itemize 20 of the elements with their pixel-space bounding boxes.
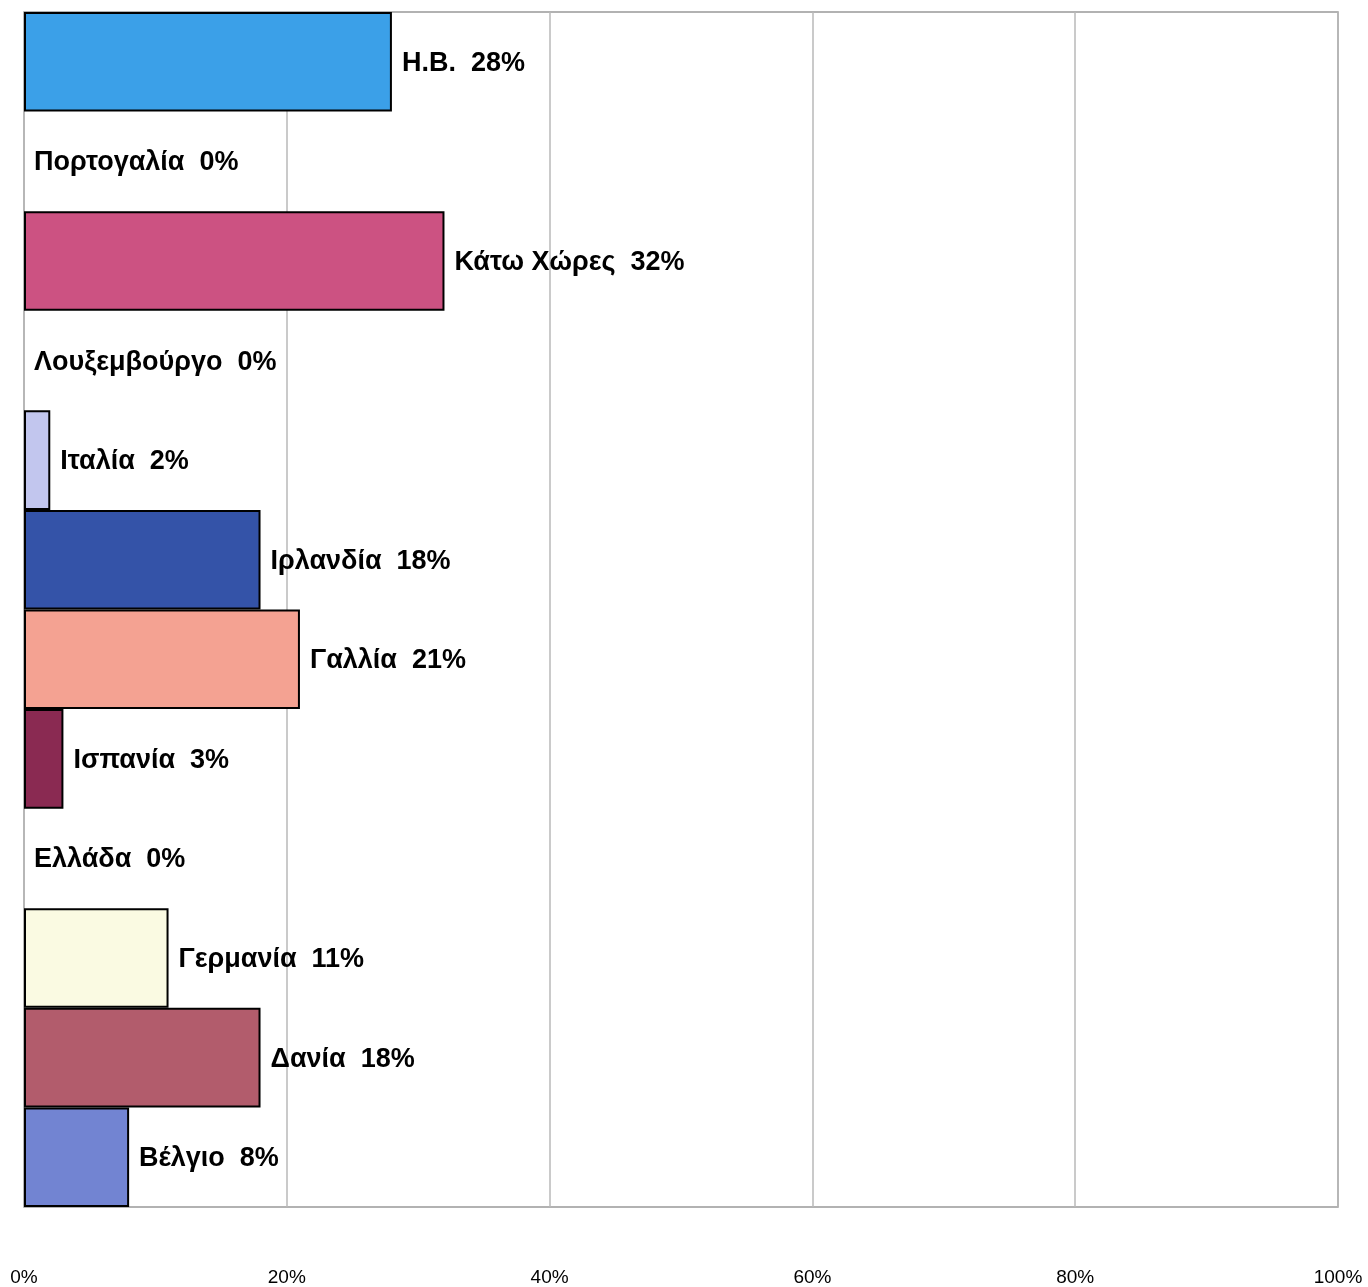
category-label: Ιρλανδία 18% <box>270 544 451 575</box>
category-label: Ελλάδα 0% <box>34 843 186 874</box>
x-tick-label: 0% <box>10 1266 38 1287</box>
category-label: Γαλλία 21% <box>309 644 466 675</box>
category-label: Λουξεμβούργο 0% <box>34 345 277 376</box>
x-tick-label: 60% <box>793 1266 832 1287</box>
category-label: Γερμανία 11% <box>178 943 365 974</box>
category-label: Βέλγιο 8% <box>139 1142 279 1173</box>
x-tick-label: 20% <box>267 1266 306 1287</box>
x-tick-label: 40% <box>530 1266 569 1287</box>
category-label: Ιταλία 2% <box>60 445 189 476</box>
category-label: Ισπανία 3% <box>73 743 230 774</box>
category-label: Δανία 18% <box>270 1042 415 1073</box>
x-tick-label: 80% <box>1056 1266 1095 1287</box>
category-label: Πορτογαλία 0% <box>34 146 239 177</box>
x-tick-label: 100% <box>1313 1266 1363 1287</box>
category-label: Κάτω Χώρες 32% <box>454 245 685 276</box>
bar <box>24 211 445 311</box>
bar <box>24 12 392 112</box>
category-label: Η.Β. 28% <box>401 46 525 77</box>
